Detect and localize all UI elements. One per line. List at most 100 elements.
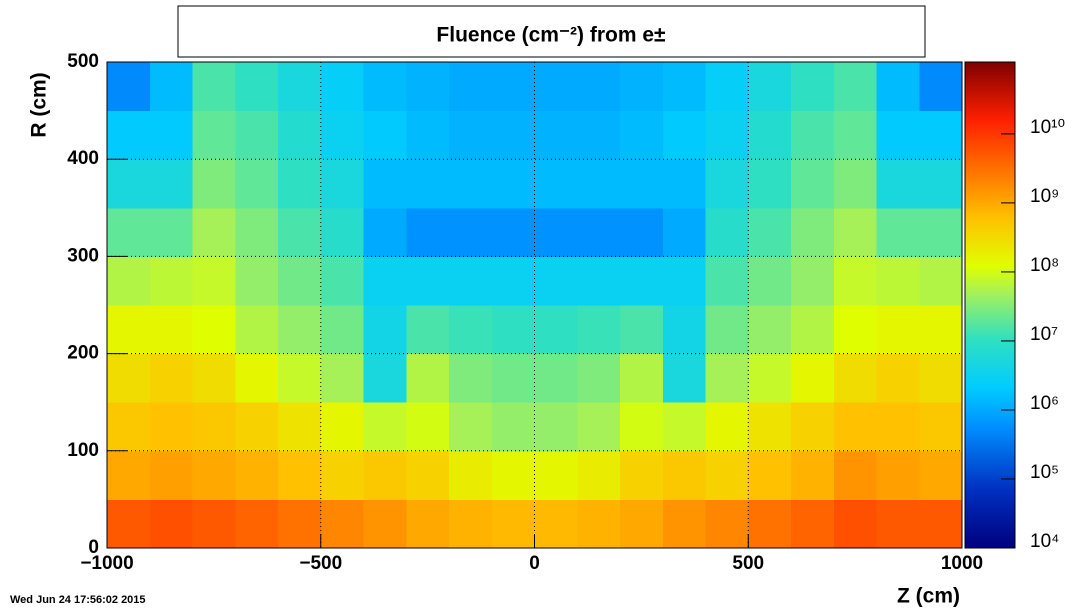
heatmap-cell bbox=[363, 62, 407, 112]
heatmap-cell bbox=[406, 110, 450, 160]
heatmap-cell bbox=[107, 353, 151, 403]
heatmap-cell bbox=[149, 499, 193, 549]
heatmap-cell bbox=[534, 62, 578, 112]
heatmap-cell bbox=[833, 305, 877, 355]
heatmap-cell bbox=[919, 110, 963, 160]
x-axis-title: Z (cm) bbox=[897, 585, 960, 608]
heatmap-cell bbox=[107, 207, 151, 257]
heatmap-cell bbox=[320, 256, 364, 306]
heatmap-cell bbox=[662, 499, 706, 549]
heatmap-cell bbox=[748, 159, 792, 209]
heatmap-cell bbox=[662, 402, 706, 452]
heatmap-cell bbox=[534, 402, 578, 452]
heatmap-cell bbox=[363, 499, 407, 549]
heatmap-cell bbox=[149, 110, 193, 160]
heatmap-cell bbox=[449, 450, 493, 500]
heatmap-cell bbox=[577, 159, 621, 209]
heatmap-cell bbox=[235, 353, 279, 403]
x-tick-label: 0 bbox=[529, 553, 540, 574]
heatmap-cell bbox=[235, 110, 279, 160]
heatmap-cell bbox=[791, 305, 835, 355]
heatmap-cell bbox=[363, 402, 407, 452]
heatmap-cell bbox=[406, 62, 450, 112]
heatmap-cell bbox=[192, 62, 236, 112]
heatmap-cell bbox=[833, 353, 877, 403]
heatmap-cell bbox=[320, 305, 364, 355]
heatmap-cell bbox=[235, 159, 279, 209]
heatmap-cell bbox=[406, 207, 450, 257]
heatmap-cell bbox=[620, 499, 664, 549]
heatmap-cell bbox=[876, 402, 920, 452]
heatmap-cell bbox=[149, 305, 193, 355]
heatmap-cell bbox=[662, 256, 706, 306]
heatmap-cell bbox=[876, 256, 920, 306]
heatmap-cell bbox=[662, 305, 706, 355]
heatmap-cell bbox=[149, 353, 193, 403]
heatmap-cell bbox=[406, 499, 450, 549]
heatmap-cell bbox=[235, 62, 279, 112]
heatmap-cell bbox=[705, 62, 749, 112]
heatmap-cell bbox=[748, 499, 792, 549]
heatmap-cell bbox=[235, 499, 279, 549]
heatmap-cell bbox=[449, 353, 493, 403]
heatmap-cell bbox=[662, 207, 706, 257]
heatmap-cell bbox=[791, 62, 835, 112]
heatmap-cell bbox=[620, 159, 664, 209]
y-tick-label: 400 bbox=[67, 148, 99, 169]
heatmap-cell bbox=[919, 305, 963, 355]
heatmap-cell bbox=[876, 110, 920, 160]
heatmap-cell bbox=[620, 353, 664, 403]
heatmap-cell bbox=[620, 402, 664, 452]
x-tick-label: 1000 bbox=[941, 553, 983, 574]
heatmap-cell bbox=[919, 207, 963, 257]
heatmap-cell bbox=[876, 159, 920, 209]
x-tick-label: −1000 bbox=[80, 553, 133, 574]
heatmap-cell bbox=[107, 110, 151, 160]
heatmap-cell bbox=[833, 256, 877, 306]
heatmap-cell bbox=[449, 256, 493, 306]
heatmap-cell bbox=[278, 305, 322, 355]
heatmap-cell bbox=[577, 207, 621, 257]
heatmap-cell bbox=[748, 402, 792, 452]
heatmap-cell bbox=[278, 159, 322, 209]
heatmap-cell bbox=[534, 207, 578, 257]
heatmap-cell bbox=[149, 402, 193, 452]
heatmap-cell bbox=[534, 305, 578, 355]
heatmap-cell bbox=[791, 402, 835, 452]
heatmap-cell bbox=[876, 353, 920, 403]
heatmap-cell bbox=[192, 207, 236, 257]
plot-frame bbox=[106, 61, 963, 549]
colorbar-tick-label: 10⁵ bbox=[1030, 462, 1059, 483]
y-tick-label: 500 bbox=[67, 51, 99, 72]
heatmap-cell bbox=[149, 159, 193, 209]
colorbar-tick-label: 10¹⁰ bbox=[1030, 117, 1065, 138]
heatmap-cell bbox=[235, 305, 279, 355]
heatmap-cell bbox=[705, 256, 749, 306]
heatmap-cell bbox=[662, 110, 706, 160]
colorbar-tick-label: 10⁸ bbox=[1030, 255, 1059, 276]
heatmap-cell bbox=[363, 353, 407, 403]
heatmap-cell bbox=[833, 110, 877, 160]
heatmap-cell bbox=[791, 353, 835, 403]
heatmap-cell bbox=[876, 305, 920, 355]
heatmap-cell bbox=[791, 159, 835, 209]
heatmap-cell bbox=[876, 450, 920, 500]
heatmap-cell bbox=[107, 159, 151, 209]
heatmap-cell bbox=[491, 110, 535, 160]
y-tick-label: 300 bbox=[67, 245, 99, 266]
heatmap-cell bbox=[833, 402, 877, 452]
heatmap-cell bbox=[406, 402, 450, 452]
colorbar-tick-label: 10⁷ bbox=[1030, 324, 1058, 345]
heatmap-cell bbox=[491, 305, 535, 355]
y-tick-label: 0 bbox=[88, 537, 99, 558]
heatmap-cell bbox=[278, 256, 322, 306]
heatmap-cell bbox=[107, 450, 151, 500]
heatmap-cell bbox=[449, 207, 493, 257]
heatmap-cell bbox=[705, 499, 749, 549]
heatmap-cell bbox=[278, 402, 322, 452]
heatmap-cell bbox=[791, 499, 835, 549]
heatmap-cell bbox=[491, 207, 535, 257]
heatmap-cell bbox=[662, 159, 706, 209]
heatmap-cell bbox=[577, 450, 621, 500]
heatmap-cell bbox=[278, 450, 322, 500]
